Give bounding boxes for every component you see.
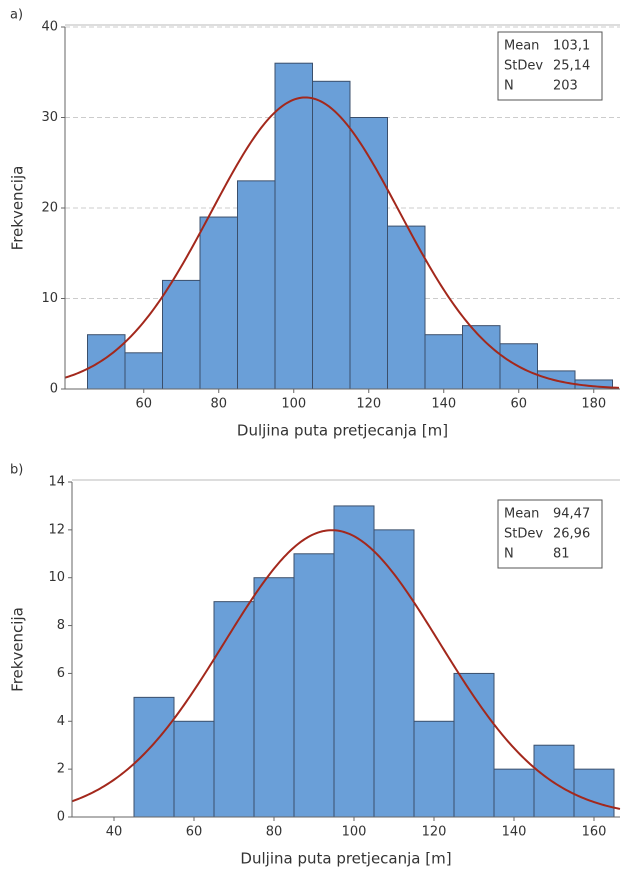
x-tick-label: 60: [186, 825, 203, 840]
bar: [533, 744, 575, 818]
y-tick-label: 10: [48, 570, 65, 585]
stats-label: N: [504, 547, 514, 562]
stats-value: 103,1: [553, 39, 590, 54]
y-tick-label: 20: [41, 201, 58, 216]
stats-label: StDev: [504, 527, 543, 542]
y-tick-label: 2: [57, 762, 65, 777]
bar: [462, 325, 501, 390]
y-tick-label: 12: [48, 522, 65, 537]
x-tick-label: 80: [210, 397, 227, 412]
y-tick-label: 0: [57, 810, 65, 825]
bar: [87, 334, 126, 390]
panel-label: b): [10, 463, 23, 478]
x-tick-label: 40: [106, 825, 123, 840]
bar: [237, 180, 276, 390]
y-tick-label: 0: [50, 382, 58, 397]
stats-box: [497, 31, 603, 101]
x-tick-label: 140: [502, 825, 527, 840]
x-tick-label: 60: [510, 397, 527, 412]
bar: [213, 601, 255, 818]
y-axis-label: Frekvencija: [9, 166, 27, 251]
x-tick-label: 120: [422, 825, 447, 840]
stats-value: 94,47: [553, 507, 590, 522]
bar: [424, 334, 463, 390]
panel-label: a): [10, 8, 23, 23]
x-tick-label: 140: [431, 397, 456, 412]
bar: [333, 505, 375, 818]
x-tick-label: 180: [581, 397, 606, 412]
x-axis-label: Duljina puta pretjecanja [m]: [237, 422, 448, 440]
stats-label: Mean: [504, 507, 539, 522]
stats-label: N: [504, 79, 514, 94]
bar: [312, 80, 351, 390]
bar: [162, 279, 201, 390]
bar: [413, 720, 455, 818]
y-tick-label: 14: [48, 475, 65, 490]
bar: [274, 62, 313, 390]
bar: [493, 768, 535, 818]
y-tick-label: 40: [41, 20, 58, 35]
x-tick-label: 100: [342, 825, 367, 840]
bar: [573, 768, 615, 818]
bar: [199, 216, 238, 390]
y-tick-label: 4: [57, 714, 65, 729]
y-tick-label: 10: [41, 291, 58, 306]
stats-value: 203: [553, 79, 578, 94]
x-tick-label: 100: [281, 397, 306, 412]
x-tick-label: 60: [135, 397, 152, 412]
x-tick-label: 120: [356, 397, 381, 412]
stats-value: 81: [553, 547, 570, 562]
normal-curve: [64, 96, 620, 389]
stats-box: [497, 499, 603, 569]
bar: [253, 577, 295, 818]
bar: [124, 352, 163, 390]
y-axis-label: Frekvencija: [9, 607, 27, 692]
bar: [373, 529, 415, 818]
x-tick-label: 160: [582, 825, 607, 840]
bar: [173, 720, 215, 818]
bar: [349, 117, 388, 390]
stats-label: StDev: [504, 59, 543, 74]
normal-curve: [71, 529, 621, 810]
stats-value: 25,14: [553, 59, 590, 74]
y-tick-label: 30: [41, 110, 58, 125]
y-tick-label: 8: [57, 618, 65, 633]
y-tick-label: 6: [57, 666, 65, 681]
bar: [293, 553, 335, 818]
stats-value: 26,96: [553, 527, 590, 542]
x-tick-label: 80: [266, 825, 283, 840]
stats-label: Mean: [504, 39, 539, 54]
x-axis-label: Duljina puta pretjecanja [m]: [240, 850, 451, 868]
